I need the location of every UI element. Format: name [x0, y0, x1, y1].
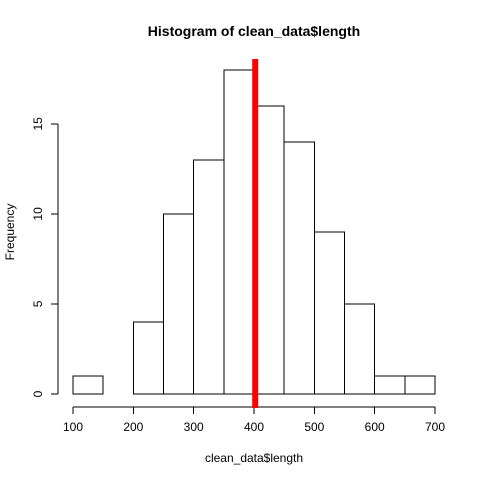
- y-tick-label: 5: [31, 300, 45, 307]
- histogram-bar: [163, 213, 195, 395]
- histogram-bars: [72, 69, 436, 395]
- histogram-bar: [132, 321, 164, 395]
- histogram-bar: [283, 141, 315, 395]
- x-axis: 100 200 300 400 500 600 700: [63, 406, 445, 434]
- x-tick-label: 100: [63, 420, 83, 434]
- histogram-bar: [344, 303, 376, 395]
- x-tick-label: 700: [425, 420, 445, 434]
- y-axis-label: Frequency: [3, 204, 17, 261]
- y-tick-label: 10: [31, 207, 45, 221]
- x-tick-label: 500: [304, 420, 324, 434]
- histogram-bar: [253, 105, 285, 395]
- histogram-bar: [223, 69, 255, 395]
- x-tick-label: 300: [184, 420, 204, 434]
- histogram-bar: [193, 159, 225, 395]
- histogram-bar: [313, 231, 346, 395]
- y-tick-label: 15: [31, 117, 45, 131]
- histogram-bar: [72, 375, 104, 395]
- x-tick-label: 400: [244, 420, 264, 434]
- y-axis: 0 5 10 15: [31, 117, 59, 397]
- y-tick-label: 0: [31, 390, 45, 397]
- x-tick-label: 200: [123, 420, 143, 434]
- chart-title: Histogram of clean_data$length: [148, 23, 360, 39]
- histogram-bar: [404, 375, 436, 395]
- x-axis-label: clean_data$length: [205, 451, 303, 465]
- histogram-bar: [374, 375, 406, 395]
- x-tick-label: 600: [365, 420, 385, 434]
